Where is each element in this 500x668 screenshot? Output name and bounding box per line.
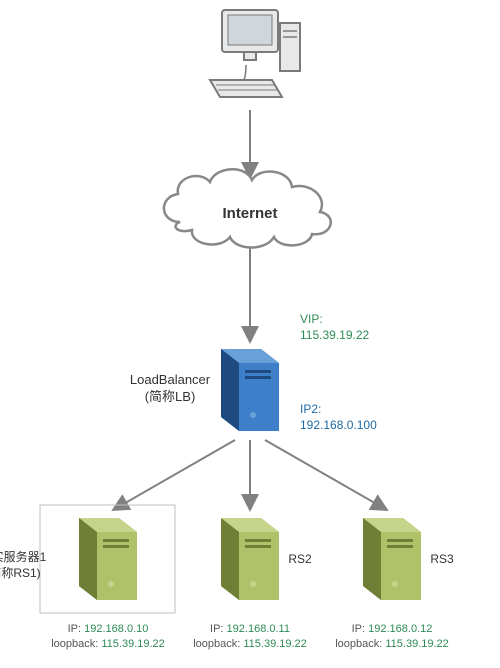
ip2-key: IP2: (300, 402, 321, 416)
lb-label: LoadBalancer (简称LB) (120, 372, 220, 406)
rs3-icon (363, 518, 421, 600)
rs2-loop-val: 115.39.19.22 (243, 638, 306, 650)
rs3-loop-val: 115.39.19.22 (385, 638, 448, 650)
ip2-val: 192.168.0.100 (300, 418, 377, 432)
lb-label-line1: LoadBalancer (130, 372, 210, 387)
rs2-label: RS2 (280, 552, 320, 568)
rs3-loop-key: loopback: (335, 638, 382, 650)
rs1-label-line2: (简称RS1) (0, 566, 48, 582)
vip-label: VIP: 115.39.19.22 (300, 312, 369, 343)
vip-val: 115.39.19.22 (300, 328, 369, 342)
vip-key: VIP: (300, 312, 323, 326)
lb-label-line2: (简称LB) (145, 389, 196, 404)
rs1-loop-key: loopback: (51, 638, 98, 650)
loadbalancer-icon (221, 349, 279, 431)
rs3-label: RS3 (422, 552, 462, 568)
rs2-ip-key: IP: (210, 623, 223, 635)
rs3-ip-label: IP: 192.168.0.12 loopback: 115.39.19.22 (322, 622, 462, 653)
internet-label: Internet (210, 204, 290, 224)
edge-lb-rs1 (113, 440, 235, 510)
rs3-ip-key: IP: (352, 623, 365, 635)
rs1-ip-label: IP: 192.168.0.10 loopback: 115.39.19.22 (38, 622, 178, 653)
rs3-ip-val: 192.168.0.12 (368, 623, 432, 635)
rs1-ip-val: 192.168.0.10 (84, 623, 148, 635)
rs2-loop-key: loopback: (193, 638, 240, 650)
rs1-label-line1: 真实服务器1 (0, 550, 48, 566)
ip2-label: IP2: 192.168.0.100 (300, 402, 377, 433)
rs2-ip-val: 192.168.0.11 (227, 623, 290, 635)
rs1-loop-val: 115.39.19.22 (101, 638, 164, 650)
rs1-ip-key: IP: (68, 623, 81, 635)
client-icon (210, 10, 300, 97)
edge-lb-rs3 (265, 440, 387, 510)
rs2-icon (221, 518, 279, 600)
rs2-ip-label: IP: 192.168.0.11 loopback: 115.39.19.22 (180, 622, 320, 653)
rs1-icon (79, 518, 137, 600)
rs1-label: 真实服务器1 (简称RS1) (6, 550, 80, 581)
